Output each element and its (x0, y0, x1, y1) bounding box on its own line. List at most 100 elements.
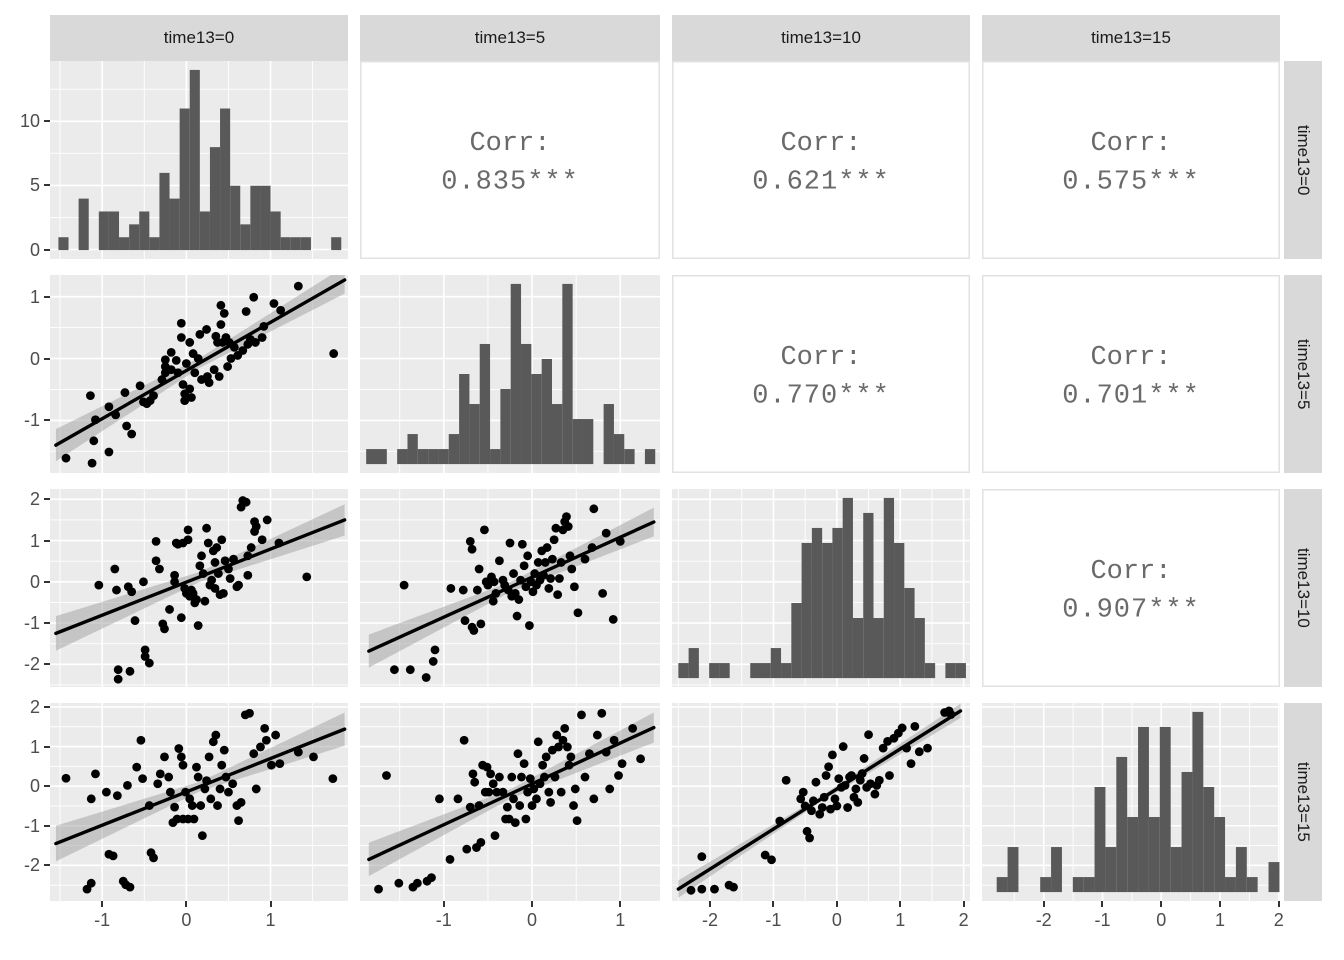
histogram-bar (169, 198, 180, 251)
data-point (151, 556, 161, 566)
data-point (570, 784, 580, 794)
data-point (484, 787, 494, 797)
data-point (609, 735, 619, 745)
data-point (178, 380, 188, 389)
data-point (125, 882, 135, 892)
data-point (580, 554, 590, 564)
data-point (492, 787, 502, 797)
histogram-bar (290, 237, 301, 251)
data-point (208, 737, 218, 747)
data-point (495, 772, 504, 782)
data-point (465, 536, 475, 546)
data-point (710, 884, 719, 894)
data-point (472, 585, 482, 595)
data-point (495, 556, 504, 566)
y-axis-tick-mark (44, 824, 50, 827)
data-point (556, 787, 566, 797)
x-axis-tick-mark (1160, 901, 1163, 907)
x-axis-tick-label: 1 (895, 910, 906, 930)
data-point (567, 564, 577, 574)
data-point (204, 378, 214, 388)
corr-value: 0.770*** (752, 382, 890, 412)
histogram-bar (119, 237, 130, 251)
y-axis-tick-mark (44, 419, 50, 422)
histogram-bar (552, 404, 563, 465)
data-point (555, 574, 564, 583)
histogram-bar (1246, 877, 1258, 893)
data-point (390, 665, 399, 675)
histogram-bar (1148, 817, 1160, 893)
data-point (428, 657, 438, 666)
data-point (144, 658, 154, 668)
data-point (798, 787, 808, 797)
histogram-bar (407, 434, 418, 465)
corr-label: Corr: (780, 129, 861, 159)
corr-label: Corr: (1090, 343, 1171, 373)
data-point (697, 852, 707, 862)
x-axis-tick-label: -1 (94, 910, 111, 930)
strip-right-label: time13=0 (1294, 124, 1313, 196)
data-point (251, 522, 261, 531)
data-point (153, 779, 163, 789)
y-axis-tick-mark (44, 864, 50, 867)
data-point (160, 752, 169, 762)
regression-line (54, 727, 347, 846)
data-point (570, 582, 579, 592)
x-axis-tick-label: 2 (1273, 910, 1284, 930)
data-point (176, 752, 186, 762)
data-point (474, 564, 484, 574)
histogram-bar (331, 237, 342, 251)
data-point (580, 772, 590, 782)
data-point (608, 614, 618, 624)
histogram-bar (1235, 847, 1247, 893)
histogram-bar (760, 663, 771, 679)
histogram-bar (469, 404, 480, 465)
data-point (189, 814, 199, 824)
x-axis-tick-label: 1 (265, 910, 276, 930)
data-point (195, 330, 205, 339)
y-axis-tick-label: -1 (23, 815, 40, 836)
data-point (686, 885, 696, 895)
data-point (238, 346, 248, 355)
histogram-bar (791, 603, 802, 679)
strip-right-2: time13=5 (1284, 275, 1322, 473)
y-axis-tick-mark (44, 745, 50, 748)
corr-value: 0.907*** (1062, 596, 1200, 626)
data-point (781, 775, 791, 785)
data-point (525, 774, 535, 784)
data-point (923, 743, 932, 753)
histogram-bar (582, 419, 594, 465)
data-point (560, 723, 570, 733)
data-point (139, 577, 148, 587)
histogram-bar (750, 663, 761, 679)
data-point (617, 759, 627, 768)
histogram-bar (179, 108, 190, 251)
data-point (214, 372, 224, 381)
y-axis-tick-mark (44, 248, 50, 251)
data-point (178, 760, 188, 770)
data-point (94, 580, 104, 590)
panel-scatter-15-vs-5 (360, 703, 660, 901)
strip-top-label: time13=5 (474, 28, 546, 47)
data-point (140, 645, 150, 655)
data-point (204, 752, 214, 762)
data-point (202, 325, 211, 334)
data-point (885, 771, 894, 780)
data-point (562, 512, 571, 522)
histogram-bar (914, 618, 925, 679)
histogram-bar (822, 542, 833, 679)
data-point (512, 611, 522, 621)
data-point (509, 569, 518, 578)
data-point (215, 784, 225, 794)
data-point (592, 730, 602, 740)
data-point (427, 873, 436, 883)
histogram-bar (1040, 877, 1052, 893)
data-point (104, 447, 114, 457)
histogram-bar (562, 283, 573, 465)
regression-line (676, 709, 963, 891)
data-point (544, 787, 554, 797)
data-point (203, 538, 213, 548)
histogram-bar (448, 434, 460, 465)
corr-label: Corr: (1090, 557, 1171, 587)
data-point (541, 752, 551, 762)
